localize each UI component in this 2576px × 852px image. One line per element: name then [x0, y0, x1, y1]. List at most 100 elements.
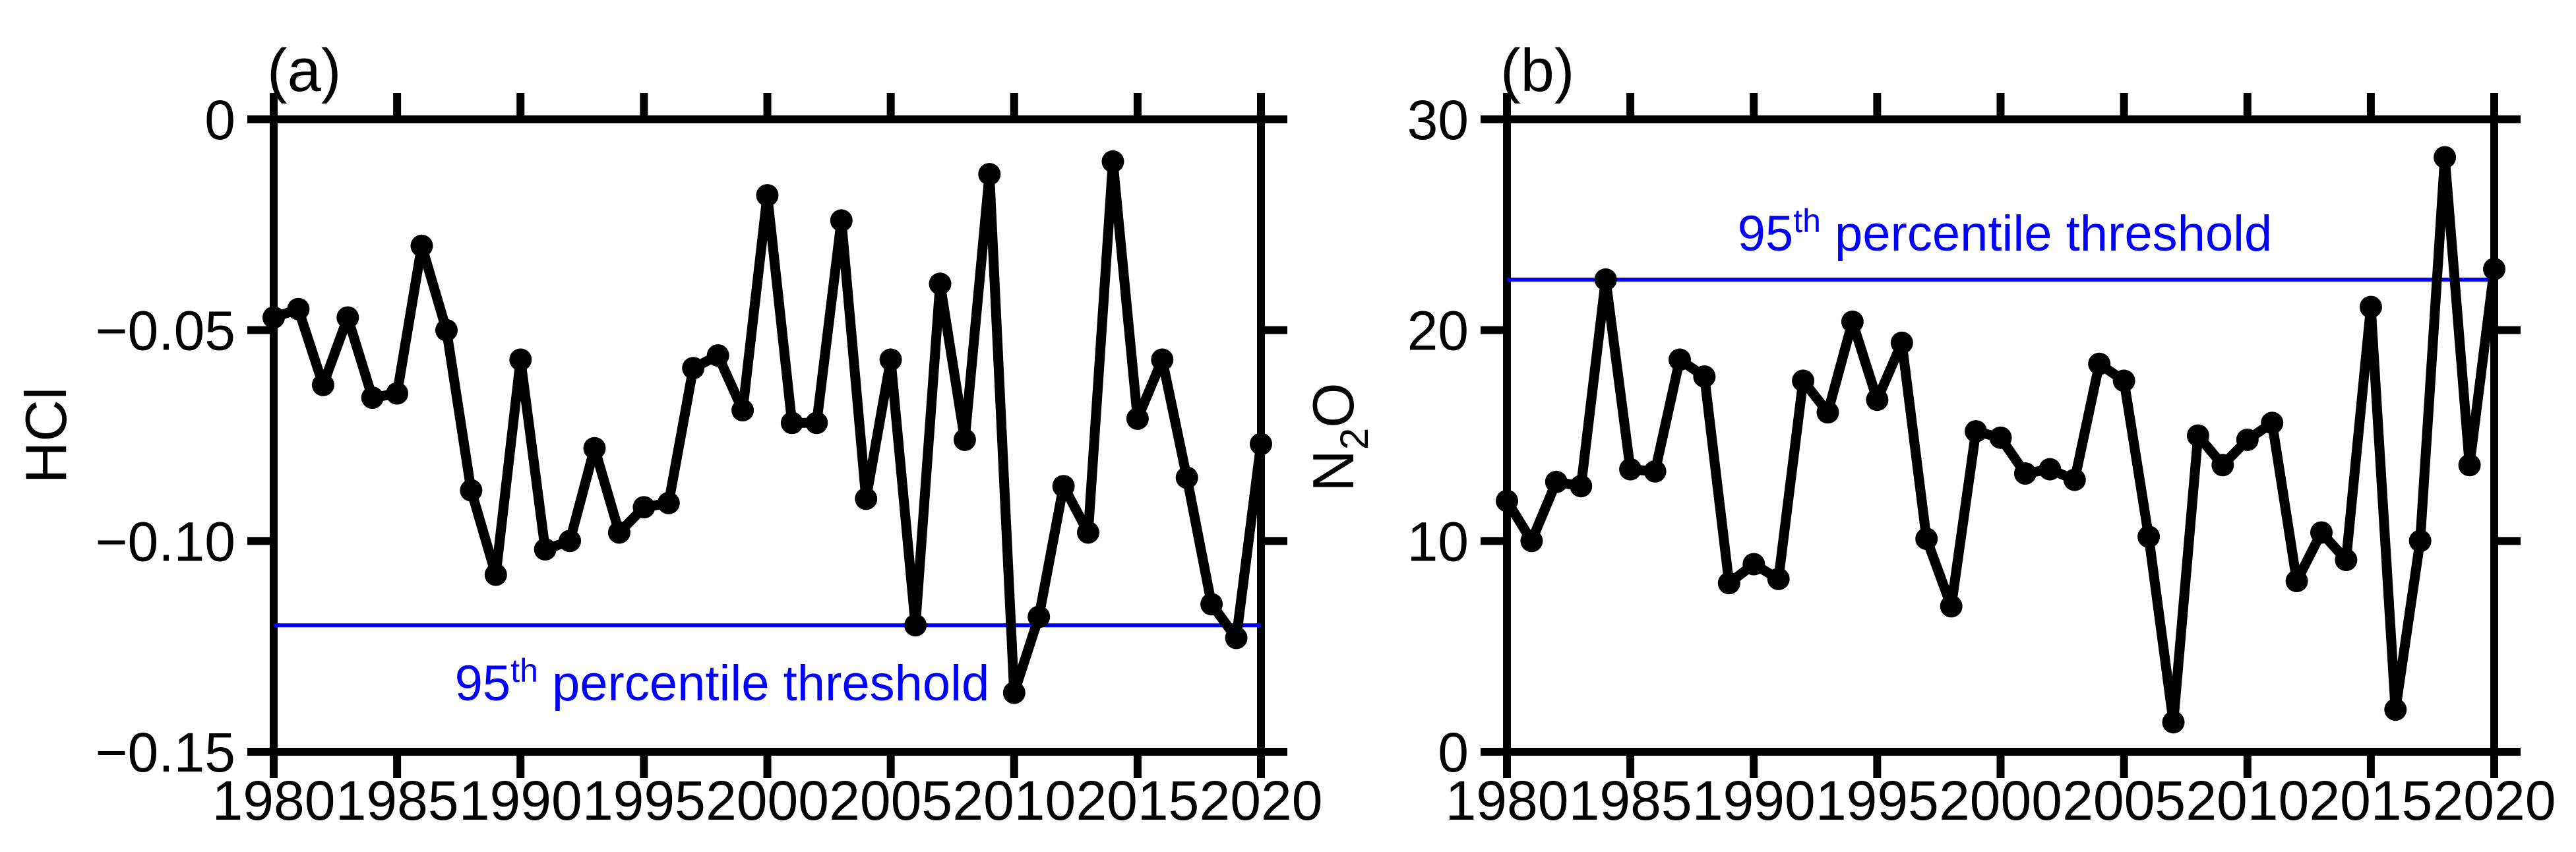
- x-tick-label: 1995: [1816, 770, 1939, 832]
- y-axis-label: HCl: [13, 387, 78, 484]
- data-point: [1225, 626, 1248, 650]
- y-tick-label: −0.10: [95, 510, 235, 572]
- svg-text:N2O: N2O: [1301, 382, 1376, 491]
- y-axis-label: N2O: [1301, 382, 1376, 491]
- data-point: [1175, 466, 1198, 489]
- data-point: [2384, 698, 2407, 721]
- data-point: [830, 209, 853, 232]
- data-point: [1717, 572, 1740, 595]
- data-point: [1890, 331, 1913, 354]
- data-point: [2285, 570, 2308, 593]
- data-point: [2063, 468, 2086, 491]
- data-point: [731, 399, 754, 422]
- svg-text:HCl: HCl: [13, 387, 78, 484]
- data-point: [435, 319, 458, 342]
- data-point: [1989, 426, 2012, 449]
- data-point: [1940, 595, 1963, 618]
- panel-a: 1980 1985 1990 1995 2000 2005 2010 2015 2020 0 −0.…: [13, 37, 1322, 832]
- data-point: [2335, 549, 2358, 572]
- x-tick-label: 1980: [212, 770, 336, 832]
- data-point: [780, 411, 803, 435]
- data-point: [1520, 530, 1543, 553]
- x-tick-label: 2015: [2309, 770, 2432, 832]
- data-point: [509, 348, 532, 371]
- data-point: [657, 491, 680, 514]
- data-point: [929, 272, 952, 295]
- data-point: [1151, 348, 1174, 371]
- x-tick-label: 2005: [829, 770, 952, 832]
- threshold-label: 95th percentile threshold: [1738, 202, 2273, 262]
- data-point: [978, 163, 1001, 186]
- data-point: [361, 386, 384, 409]
- data-point: [2359, 295, 2382, 319]
- data-point: [559, 530, 582, 553]
- panel-b: 1980 1985 1990 1995 2000 2005 2010 2015 2020 30 20…: [1301, 37, 2556, 832]
- x-tick-label: 2020: [2433, 770, 2556, 832]
- data-point: [336, 306, 359, 329]
- data-point: [607, 521, 630, 544]
- data-point: [2162, 711, 2185, 734]
- data-point: [2261, 411, 2284, 435]
- data-point: [904, 614, 927, 637]
- y-tick-label: 30: [1407, 89, 1469, 151]
- data-point: [386, 382, 409, 405]
- x-tick-label: 2010: [2186, 770, 2309, 832]
- data-point: [1816, 401, 1839, 424]
- panel-title: (b): [1500, 37, 1574, 104]
- data-point: [583, 437, 606, 460]
- x-tick-label: 2015: [1076, 770, 1199, 832]
- data-point: [262, 306, 285, 329]
- x-tick-label: 2000: [1939, 770, 2062, 832]
- data-point: [2186, 424, 2209, 447]
- data-point: [879, 348, 902, 371]
- data-point: [1126, 407, 1149, 430]
- x-tick-label: 2005: [2062, 770, 2186, 832]
- data-point: [1002, 681, 1026, 704]
- x-tick-label: 1990: [1692, 770, 1816, 832]
- data-point: [2137, 525, 2161, 548]
- data-point: [2039, 458, 2062, 481]
- data-point: [287, 297, 310, 320]
- data-point: [2112, 369, 2135, 392]
- data-point: [1027, 605, 1051, 628]
- data-point: [460, 479, 483, 502]
- x-tick-label: 2000: [706, 770, 829, 832]
- data-point: [1570, 475, 1593, 498]
- data-point: [1866, 388, 1889, 411]
- panel-title: (a): [267, 37, 341, 104]
- x-tick-label: 2010: [952, 770, 1076, 832]
- data-point: [855, 487, 878, 510]
- data-point: [1643, 460, 1667, 483]
- y-tick-label: −0.05: [95, 300, 235, 362]
- data-point: [2310, 521, 2333, 544]
- x-tick-label: 1985: [336, 770, 459, 832]
- data-point: [534, 538, 557, 561]
- data-point: [410, 234, 433, 257]
- data-point: [1496, 489, 1518, 512]
- data-point: [2013, 462, 2037, 485]
- data-point: [1693, 365, 1716, 388]
- data-point: [1052, 475, 1075, 498]
- data-point: [1841, 310, 1864, 333]
- x-tick-label: 1980: [1446, 770, 1569, 832]
- y-tick-label: 0: [1438, 721, 1469, 783]
- data-point: [1767, 567, 1790, 590]
- y-tick-label: 20: [1407, 300, 1469, 362]
- data-point: [2483, 258, 2505, 280]
- data-point: [1965, 420, 1988, 443]
- data-point: [805, 411, 828, 435]
- data-point: [1545, 470, 1568, 493]
- data-point: [682, 357, 705, 380]
- x-tick-label: 1985: [1569, 770, 1692, 832]
- x-tick-label: 1995: [582, 770, 706, 832]
- y-tick-label: −0.15: [95, 721, 235, 783]
- data-point: [1619, 458, 1642, 481]
- x-tick-label: 1990: [459, 770, 582, 832]
- data-point: [632, 496, 656, 519]
- data-point: [756, 184, 779, 207]
- data-point: [1669, 348, 1691, 371]
- data-point: [1915, 528, 1938, 551]
- data-point: [1101, 150, 1124, 173]
